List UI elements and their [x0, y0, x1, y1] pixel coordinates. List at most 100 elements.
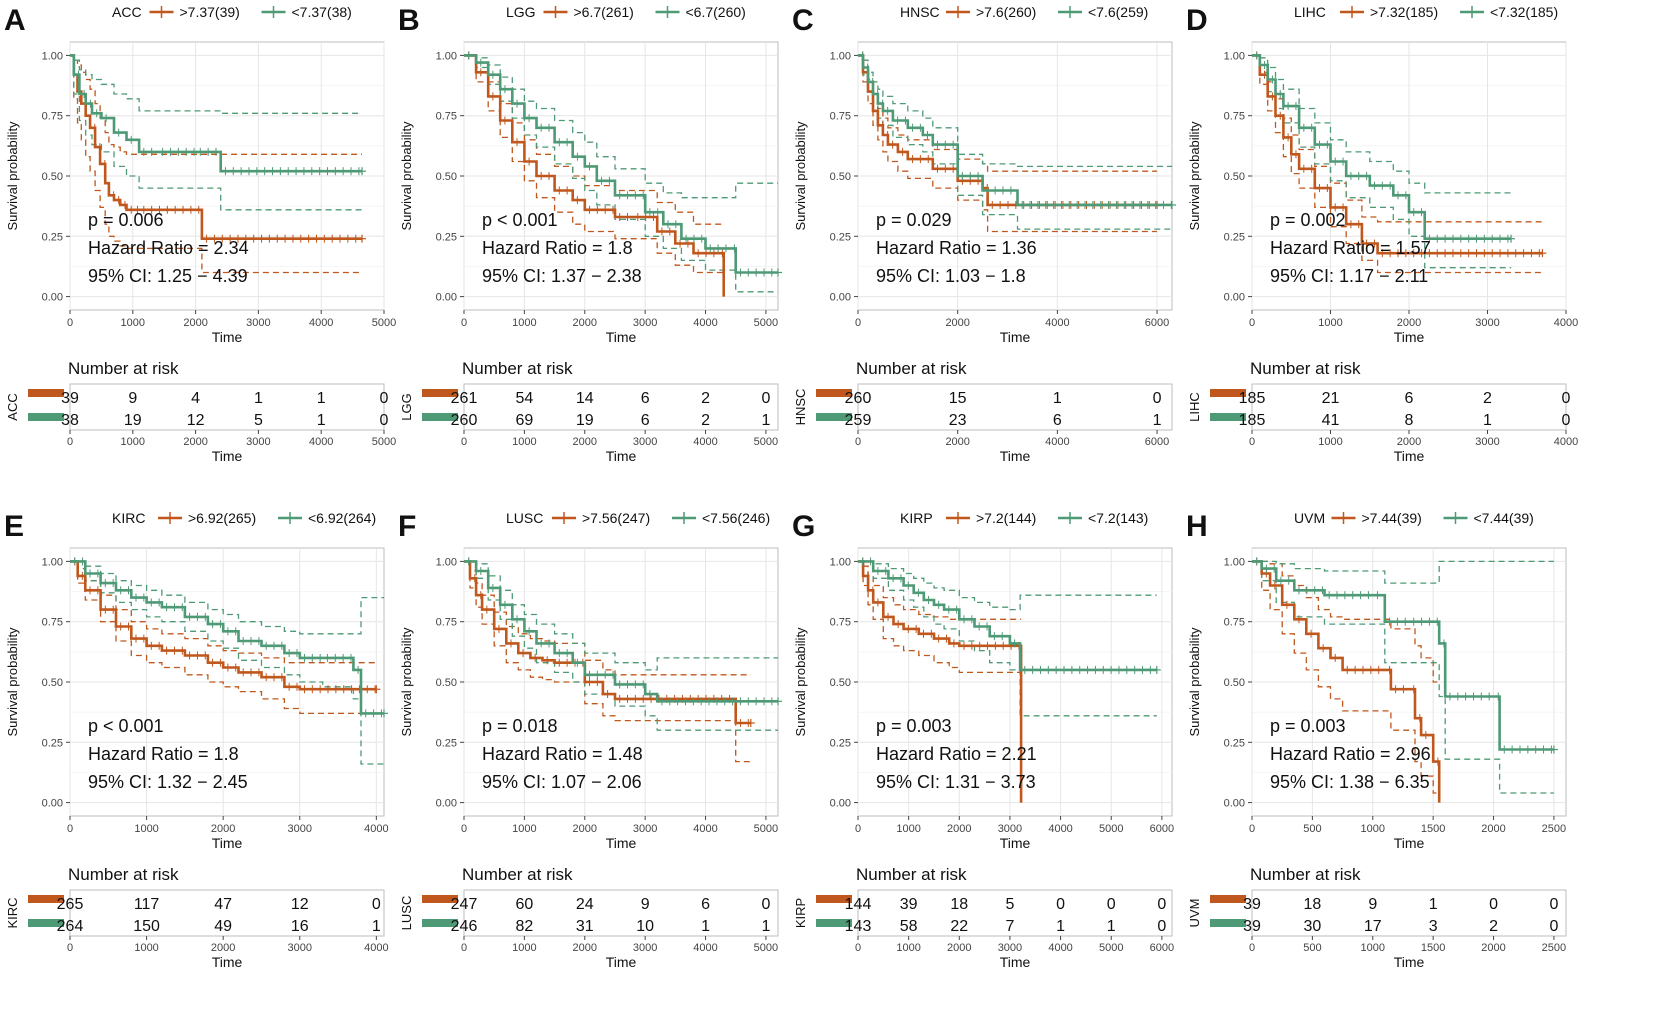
p-value-text: p = 0.029: [876, 210, 952, 230]
legend-title: KIRC: [112, 510, 145, 526]
y-tick-label: 0.00: [436, 292, 457, 304]
ci-upper-low: [70, 54, 362, 114]
risk-count-low: 31: [576, 918, 594, 935]
ci-upper-low: [858, 560, 1157, 611]
risk-strata-swatch-low: [1210, 413, 1246, 421]
p-value-text: p < 0.001: [482, 210, 558, 230]
legend-title: LGG: [506, 4, 536, 20]
confidence-interval-text: 95% CI: 1.17 − 2.11: [1270, 266, 1428, 286]
x-tick-label: 500: [1303, 823, 1321, 835]
y-axis-label: Survival probability: [5, 121, 20, 231]
ci-lower-low: [464, 54, 778, 293]
risk-count-high: 6: [1405, 390, 1414, 407]
y-axis-label: Survival probability: [399, 121, 414, 231]
risk-count-low: 49: [214, 918, 232, 935]
x-tick-label: 1000: [512, 823, 536, 835]
y-tick-label: 0.50: [1224, 171, 1245, 183]
risk-x-tick-label: 1000: [896, 942, 920, 954]
y-tick-label: 1.00: [830, 50, 851, 62]
x-tick-label: 3000: [633, 823, 657, 835]
legend-label-low: <7.6(259): [1088, 4, 1148, 20]
legend: LUSC >7.56(247) <7.56(246): [506, 510, 770, 526]
y-tick-label: 0.00: [1224, 292, 1245, 304]
risk-strata-swatch-low: [422, 919, 458, 927]
legend-label-high: >7.32(185): [1370, 4, 1438, 20]
panel-letter: B: [398, 4, 420, 37]
ci-lower-low: [464, 560, 778, 731]
legend-title: ACC: [112, 4, 142, 20]
x-tick-label: 2000: [573, 317, 597, 329]
survival-curve-high: [1252, 54, 1543, 255]
x-tick-label: 4000: [309, 317, 333, 329]
risk-x-tick-label: 0: [1249, 942, 1255, 954]
risk-count-high: 1: [254, 390, 263, 407]
survival-curve-low: [464, 54, 778, 274]
confidence-interval-text: 95% CI: 1.25 − 4.39: [88, 266, 248, 286]
risk-x-tick-label: 6000: [1145, 436, 1169, 448]
panel-e: E KIRC >6.92(265) <6.92(264) 0.00 0.25 0.50 0.7…: [4, 510, 389, 970]
x-tick-label: 3000: [246, 317, 270, 329]
risk-count-low: 2: [1489, 918, 1498, 935]
x-tick-label: 4000: [1554, 317, 1578, 329]
risk-x-tick-label: 2000: [947, 942, 971, 954]
x-tick-label: 3000: [1475, 317, 1499, 329]
hazard-ratio-text: Hazard Ratio = 2.21: [876, 744, 1037, 764]
ci-upper-high: [464, 54, 724, 225]
ci-lower-high: [858, 560, 1022, 803]
risk-x-tick-label: 3000: [246, 436, 270, 448]
risk-count-high: 39: [1243, 896, 1261, 913]
risk-x-tick-label: 2000: [945, 436, 969, 448]
risk-x-tick-label: 2000: [1397, 436, 1421, 448]
legend-label-low: <7.37(38): [292, 4, 352, 20]
x-tick-label: 2000: [947, 823, 971, 835]
panel-letter: F: [398, 510, 416, 543]
x-tick-label: 1000: [896, 823, 920, 835]
risk-count-high: 6: [701, 896, 710, 913]
x-axis-label: Time: [1000, 835, 1031, 851]
x-tick-label: 6000: [1150, 823, 1174, 835]
risk-table-frame: [69, 383, 385, 431]
risk-x-axis-label: Time: [606, 448, 637, 464]
risk-count-low: 6: [641, 412, 650, 429]
survival-curve-low: [464, 560, 778, 703]
panel-letter: H: [1186, 510, 1208, 543]
y-tick-label: 0.75: [42, 111, 63, 123]
x-tick-label: 4000: [1045, 317, 1069, 329]
confidence-interval-text: 95% CI: 1.31 − 3.73: [876, 772, 1036, 792]
risk-table-label: LGG: [399, 393, 414, 420]
y-tick-label: 1.00: [1224, 556, 1245, 568]
x-tick-label: 2500: [1542, 823, 1566, 835]
risk-table-frame: [69, 889, 385, 937]
risk-x-tick-label: 1000: [512, 436, 536, 448]
y-tick-label: 1.00: [1224, 50, 1245, 62]
legend-label-high: >7.56(247): [582, 510, 650, 526]
legend-label-low: <6.92(264): [308, 510, 376, 526]
ci-lower-low: [1252, 560, 1554, 794]
risk-count-high: 9: [641, 896, 650, 913]
risk-count-low: 150: [133, 918, 160, 935]
risk-count-low: 41: [1322, 412, 1340, 429]
risk-count-high: 9: [128, 390, 137, 407]
x-tick-label: 4000: [693, 317, 717, 329]
x-tick-label: 0: [855, 317, 861, 329]
y-axis-label: Survival probability: [399, 627, 414, 737]
risk-count-low: 10: [636, 918, 654, 935]
hazard-ratio-text: Hazard Ratio = 2.96: [1270, 744, 1431, 764]
risk-table-label: ACC: [5, 393, 20, 420]
confidence-interval-text: 95% CI: 1.07 − 2.06: [482, 772, 642, 792]
risk-count-high: 12: [291, 896, 309, 913]
risk-count-low: 22: [950, 918, 968, 935]
x-axis-label: Time: [606, 835, 637, 851]
risk-strata-swatch-low: [816, 413, 852, 421]
risk-count-high: 15: [949, 390, 967, 407]
risk-count-high: 21: [1322, 390, 1340, 407]
legend-title: LUSC: [506, 510, 543, 526]
risk-count-low: 1: [761, 918, 770, 935]
ci-lower-low: [858, 54, 1172, 230]
legend-label-low: <7.32(185): [1490, 4, 1558, 20]
y-tick-label: 0.00: [1224, 798, 1245, 810]
risk-count-high: 2: [1483, 390, 1492, 407]
p-value-text: p = 0.003: [1270, 716, 1346, 736]
risk-count-low: 19: [124, 412, 142, 429]
